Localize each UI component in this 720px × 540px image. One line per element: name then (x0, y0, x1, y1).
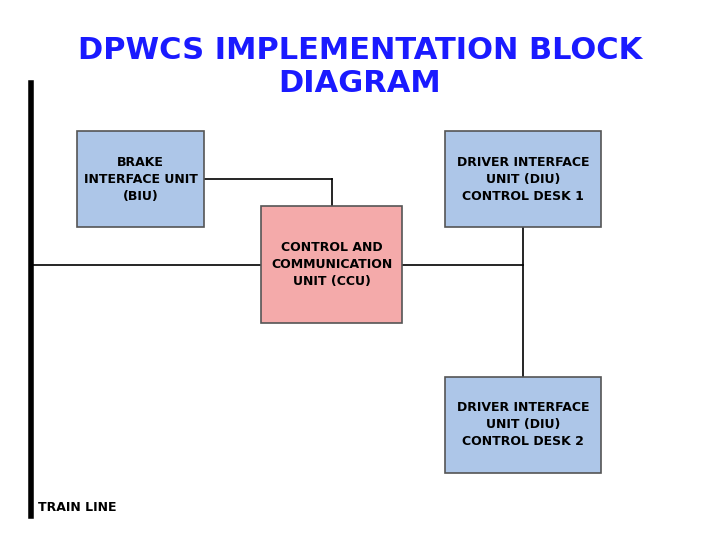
Text: DRIVER INTERFACE
UNIT (DIU)
CONTROL DESK 1: DRIVER INTERFACE UNIT (DIU) CONTROL DESK… (456, 156, 589, 202)
FancyBboxPatch shape (77, 131, 204, 227)
Text: BRAKE
INTERFACE UNIT
(BIU): BRAKE INTERFACE UNIT (BIU) (84, 156, 197, 202)
Text: DPWCS IMPLEMENTATION BLOCK
DIAGRAM: DPWCS IMPLEMENTATION BLOCK DIAGRAM (78, 36, 642, 98)
Text: TRAIN LINE: TRAIN LINE (37, 501, 116, 514)
Text: DRIVER INTERFACE
UNIT (DIU)
CONTROL DESK 2: DRIVER INTERFACE UNIT (DIU) CONTROL DESK… (456, 401, 589, 449)
FancyBboxPatch shape (445, 377, 600, 473)
FancyBboxPatch shape (261, 206, 402, 323)
Text: CONTROL AND
COMMUNICATION
UNIT (CCU): CONTROL AND COMMUNICATION UNIT (CCU) (271, 241, 392, 288)
FancyBboxPatch shape (445, 131, 600, 227)
